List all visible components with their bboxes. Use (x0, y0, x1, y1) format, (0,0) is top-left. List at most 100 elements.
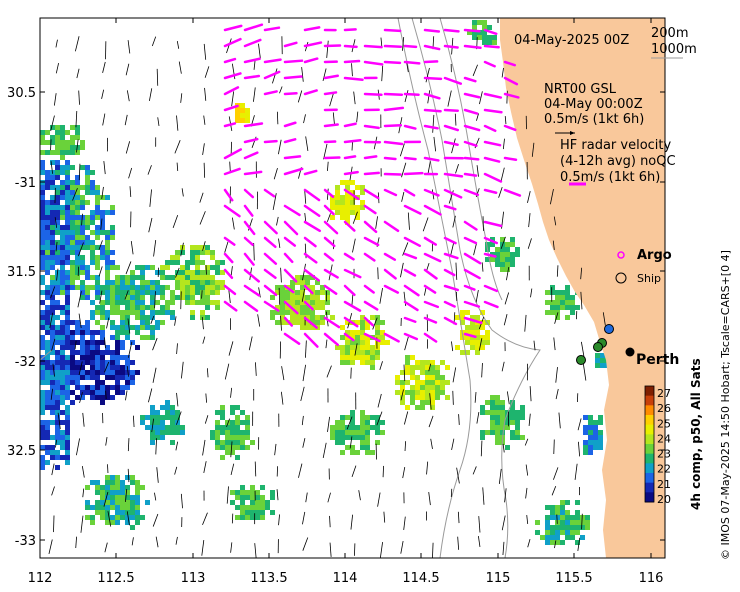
sst-pixel (100, 250, 105, 255)
model-vector (228, 341, 234, 356)
sst-pixel (45, 365, 50, 370)
sst-pixel (245, 108, 250, 113)
radar-vector (243, 204, 254, 217)
sst-pixel (215, 445, 220, 450)
sst-pixel (80, 290, 85, 295)
sst-pixel (75, 360, 80, 365)
model-vector (49, 312, 54, 328)
sst-pixel (492, 40, 497, 45)
sst-pixel (45, 405, 50, 410)
radar-vector (443, 252, 459, 260)
sst-pixel (70, 260, 75, 265)
sst-pixel (165, 415, 170, 420)
sst-pixel (485, 400, 490, 405)
model-vector (582, 363, 587, 381)
model-vector (581, 513, 583, 530)
model-vector (404, 90, 409, 103)
model-vector (352, 238, 356, 253)
sst-pixel (90, 275, 95, 280)
sst-pixel (375, 345, 380, 350)
sst-pixel (250, 485, 255, 490)
sst-pixel (130, 340, 135, 345)
sst-pixel (45, 350, 50, 355)
radar-vector (443, 44, 459, 49)
sst-pixel (125, 315, 130, 320)
sst-pixel (70, 215, 75, 220)
sst-pixel (95, 230, 100, 235)
sst-pixel (145, 290, 150, 295)
sst-pixel (65, 345, 70, 350)
sst-pixel (95, 395, 100, 400)
sst-pixel (270, 490, 275, 495)
sst-pixel (125, 360, 130, 365)
sst-pixel (520, 415, 525, 420)
sst-pixel (490, 257, 495, 262)
model-vector (329, 92, 335, 107)
sst-pixel (345, 355, 350, 360)
model-vector (254, 461, 257, 477)
sst-pixel (250, 510, 255, 515)
sst-pixel (215, 440, 220, 445)
sst-pixel (85, 215, 90, 220)
sst-pixel (200, 260, 205, 265)
radar-vector (343, 284, 356, 297)
sst-pixel (365, 350, 370, 355)
radar-vector (423, 284, 437, 294)
sst-pixel (65, 130, 70, 135)
sst-pixel (340, 430, 345, 435)
sst-pixel (360, 325, 365, 330)
sst-pixel (55, 135, 60, 140)
sst-pixel (560, 500, 565, 505)
sst-pixel (110, 225, 115, 230)
sst-pixel (80, 375, 85, 380)
sst-pixel (120, 375, 125, 380)
sst-pixel (305, 300, 310, 305)
sst-pixel (435, 375, 440, 380)
radar-vector (343, 316, 359, 328)
sst-pixel (170, 255, 175, 260)
sst-pixel (540, 535, 545, 540)
sst-pixel (85, 515, 90, 520)
sst-pixel (240, 103, 245, 108)
radar-vector (243, 57, 261, 64)
sst-pixel (480, 405, 485, 410)
sst-pixel (90, 480, 95, 485)
sst-pixel (65, 165, 70, 170)
y-tick-label: 31.5 (7, 265, 36, 280)
sst-pixel (185, 295, 190, 300)
sst-pixel (370, 425, 375, 430)
sst-pixel (598, 440, 603, 445)
model-vector (231, 63, 236, 80)
sst-pixel (505, 425, 510, 430)
sst-pixel (415, 385, 420, 390)
radar-vector (283, 332, 301, 345)
sst-pixel (240, 108, 245, 113)
sst-pixel (155, 410, 160, 415)
sst-pixel (445, 380, 450, 385)
radar-vector (483, 124, 497, 133)
sst-pixel (150, 310, 155, 315)
model-vector (379, 288, 383, 304)
sst-pixel (125, 375, 130, 380)
sst-pixel (155, 420, 160, 425)
model-vector (580, 341, 585, 357)
radar-vector (243, 300, 259, 312)
sst-pixel (470, 330, 475, 335)
sst-pixel (315, 305, 320, 310)
sst-pixel (350, 355, 355, 360)
sst-pixel (475, 335, 480, 340)
sst-pixel (40, 190, 45, 195)
sst-pixel (380, 335, 385, 340)
sst-pixel (510, 262, 515, 267)
model-vector (301, 67, 304, 82)
sst-pixel (60, 250, 65, 255)
sst-pixel (115, 475, 120, 480)
radar-vector (283, 316, 294, 327)
radar-vector (383, 284, 400, 294)
sst-pixel (195, 275, 200, 280)
sst-pixel (175, 295, 180, 300)
sst-pixel (470, 315, 475, 320)
sst-pixel (80, 200, 85, 205)
sst-pixel (55, 355, 60, 360)
sst-pixel (205, 280, 210, 285)
